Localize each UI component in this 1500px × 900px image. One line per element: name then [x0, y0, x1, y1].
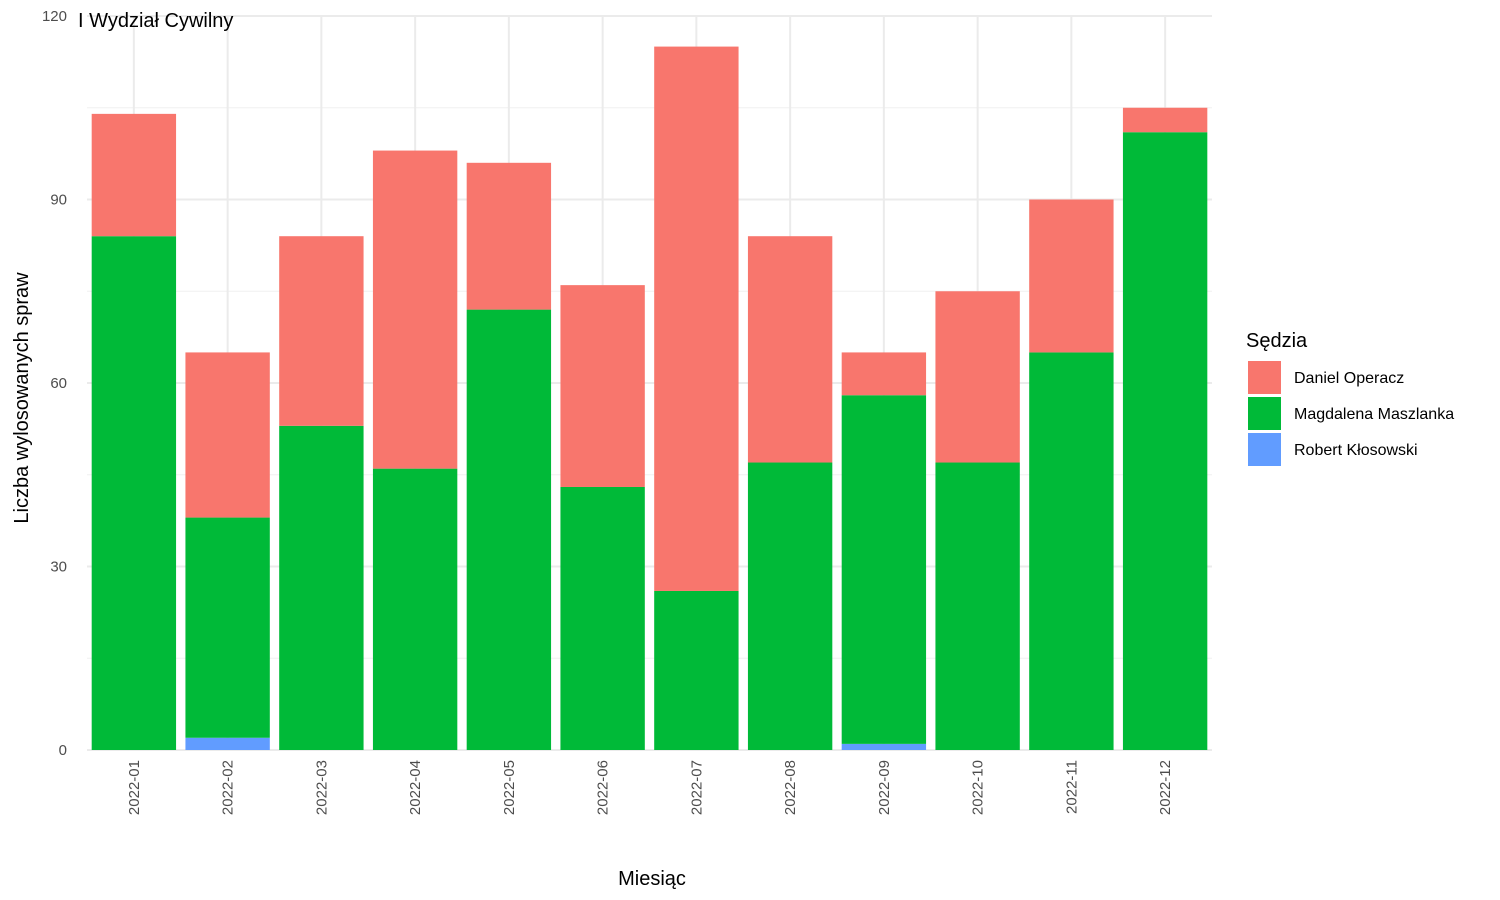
chart-title: I Wydział Cywilny [78, 10, 233, 32]
x-tick-label: 2022-08 [782, 760, 799, 815]
bar-daniel-operacz-2022-07 [654, 46, 739, 591]
bar-magdalena-maszlanka-2022-03 [279, 425, 364, 750]
x-tick-label: 2022-04 [407, 760, 424, 815]
x-tick-label: 2022-06 [595, 760, 612, 815]
y-tick-label: 90 [50, 192, 67, 209]
legend-label: Daniel Operacz [1294, 370, 1404, 387]
y-tick-label: 120 [42, 8, 67, 25]
x-tick-label: 2022-05 [501, 760, 518, 815]
bar-daniel-operacz-2022-03 [279, 236, 364, 426]
bars [91, 46, 1208, 750]
y-tick-label: 30 [50, 559, 67, 576]
bar-robert-klosowski-2022-02 [185, 737, 270, 750]
bar-magdalena-maszlanka-2022-11 [1029, 352, 1114, 750]
bar-magdalena-maszlanka-2022-09 [841, 395, 927, 744]
bar-magdalena-maszlanka-2022-05 [466, 309, 552, 750]
bar-magdalena-maszlanka-2022-08 [747, 462, 833, 750]
x-axis-title: Miesiąc [618, 868, 686, 890]
bar-daniel-operacz-2022-06 [560, 285, 645, 487]
legend-swatch [1248, 361, 1281, 394]
bar-daniel-operacz-2022-11 [1029, 199, 1114, 353]
x-tick-label: 2022-01 [126, 760, 143, 815]
bar-magdalena-maszlanka-2022-02 [185, 517, 270, 738]
x-tick-label: 2022-09 [876, 760, 893, 815]
bar-daniel-operacz-2022-10 [935, 291, 1020, 463]
bar-magdalena-maszlanka-2022-12 [1122, 132, 1208, 750]
x-axis-ticks: 2022-01 2022-02 2022-03 2022-04 2022-05 2022-… [126, 760, 1174, 815]
legend: Sędzia Daniel Operacz Magdalena Maszlanka… [1246, 330, 1454, 466]
y-tick-label: 0 [59, 742, 67, 759]
bar-daniel-operacz-2022-01 [91, 113, 177, 237]
bar-daniel-operacz-2022-05 [466, 162, 552, 310]
bar-daniel-operacz-2022-04 [372, 150, 458, 469]
bar-daniel-operacz-2022-08 [747, 236, 833, 463]
x-tick-label: 2022-07 [688, 760, 705, 815]
y-tick-label: 60 [50, 375, 67, 392]
legend-swatch [1248, 397, 1281, 430]
x-tick-label: 2022-10 [970, 760, 987, 815]
x-tick-label: 2022-12 [1157, 760, 1174, 815]
x-tick-label: 2022-11 [1063, 760, 1080, 814]
legend-label: Magdalena Maszlanka [1294, 406, 1454, 423]
bar-magdalena-maszlanka-2022-01 [91, 236, 177, 750]
bar-daniel-operacz-2022-02 [185, 352, 270, 518]
legend-label: Robert Kłosowski [1294, 442, 1418, 459]
bar-magdalena-maszlanka-2022-06 [560, 486, 645, 750]
legend-title: Sędzia [1246, 330, 1308, 352]
y-axis-ticks: 0 30 60 90 120 [42, 8, 67, 759]
x-tick-label: 2022-02 [220, 760, 237, 815]
bar-daniel-operacz-2022-09 [841, 352, 927, 396]
bar-robert-klosowski-2022-09 [841, 743, 927, 750]
x-tick-label: 2022-03 [313, 760, 330, 815]
bar-magdalena-maszlanka-2022-07 [654, 590, 739, 750]
bar-magdalena-maszlanka-2022-10 [935, 462, 1020, 750]
bar-magdalena-maszlanka-2022-04 [372, 468, 458, 750]
legend-swatch [1248, 433, 1281, 466]
bar-daniel-operacz-2022-12 [1122, 107, 1208, 133]
y-axis-title: Liczba wylosowanych spraw [11, 272, 33, 524]
